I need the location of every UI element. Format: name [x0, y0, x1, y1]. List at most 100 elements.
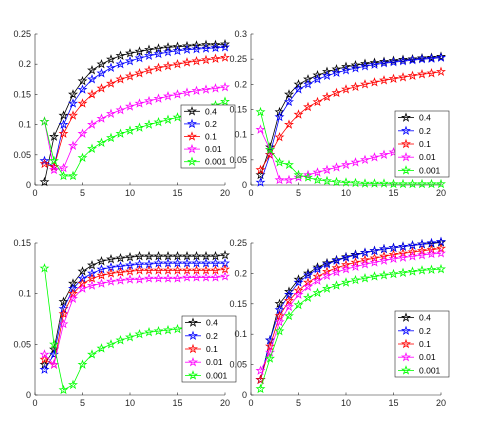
data-point [303, 172, 313, 182]
data-point [322, 66, 332, 76]
x-tick-label: 10 [341, 188, 351, 198]
data-point [153, 265, 164, 275]
legend-label: 0.001 [205, 157, 227, 167]
data-point [153, 325, 164, 336]
data-point [426, 178, 437, 189]
data-point [49, 131, 59, 141]
legend-marker [401, 151, 411, 162]
x-tick-label: 10 [125, 188, 135, 198]
data-point [398, 72, 408, 82]
data-point [312, 271, 323, 281]
data-point [144, 50, 154, 60]
data-point [210, 42, 221, 53]
data-point [417, 178, 427, 189]
data-point [369, 252, 380, 263]
legend-marker [401, 338, 411, 349]
data-point [172, 45, 183, 56]
data-point [255, 124, 266, 134]
data-point [379, 75, 389, 85]
data-point [341, 159, 351, 170]
data-point [96, 270, 107, 280]
data-point [106, 132, 116, 143]
data-point [210, 265, 221, 275]
data-point [191, 43, 202, 54]
data-point [163, 324, 173, 335]
data-point [201, 39, 211, 50]
data-point [182, 258, 192, 268]
data-point [49, 359, 59, 369]
data-point [388, 73, 399, 84]
series-0.01 [255, 248, 446, 375]
data-point [77, 98, 88, 108]
data-point [331, 67, 342, 77]
data-point [115, 267, 126, 277]
data-point [96, 343, 107, 353]
data-point [274, 111, 285, 122]
data-point [284, 89, 294, 99]
data-point [96, 113, 107, 123]
data-point [388, 253, 399, 264]
data-point [134, 328, 145, 339]
x-tick-label: 10 [125, 398, 135, 408]
legend-marker [401, 138, 411, 149]
data-point [436, 263, 446, 274]
data-point [220, 264, 230, 274]
data-point [265, 144, 275, 154]
data-point [77, 75, 88, 86]
legend-label: 0.1 [419, 139, 431, 149]
data-point [68, 89, 78, 99]
data-point [172, 258, 183, 268]
data-point [210, 53, 221, 63]
data-point [77, 266, 88, 276]
legend-label: 0.1 [205, 132, 217, 142]
y-tick-label: 0.15 [13, 238, 31, 248]
data-point [293, 169, 304, 180]
data-point [58, 308, 69, 319]
data-point [220, 81, 230, 92]
data-point [331, 254, 342, 265]
data-point [210, 39, 221, 50]
data-point [341, 263, 351, 274]
data-point [293, 172, 304, 182]
data-point [312, 74, 323, 84]
data-point [39, 155, 50, 166]
x-tick-label: 0 [32, 398, 37, 408]
data-point [398, 267, 408, 278]
data-point [255, 177, 266, 187]
data-point [360, 259, 370, 269]
data-point [274, 316, 285, 327]
data-point [210, 272, 221, 282]
data-point [153, 116, 164, 127]
data-point [407, 70, 418, 80]
data-point [331, 262, 342, 273]
data-point [220, 39, 230, 49]
data-point [436, 52, 446, 62]
data-point [125, 332, 135, 342]
data-point [388, 178, 399, 189]
legend-marker [188, 317, 198, 327]
legend-label: 0.4 [205, 106, 217, 116]
data-point [182, 272, 192, 282]
data-point [87, 273, 97, 283]
data-point [417, 245, 427, 256]
data-point [87, 260, 97, 270]
data-point [379, 255, 389, 265]
data-point [255, 383, 266, 394]
x-tick-label: 5 [296, 188, 301, 198]
legend: 0.4 0.2 0.1 0.01 0.001 [394, 110, 450, 178]
data-point [210, 83, 221, 93]
data-point [360, 79, 370, 89]
data-point [341, 61, 351, 71]
chart-panel-1: 0 5 10 15 20 0 0.05 0.1 0.15 0.2 0.25 0.4 0.2 0.1 0.01… [13, 29, 236, 198]
data-point [379, 178, 389, 188]
legend-marker [401, 351, 411, 362]
data-point [96, 58, 107, 69]
data-point [134, 98, 145, 108]
data-point [68, 98, 78, 108]
data-point [369, 271, 380, 281]
data-point [144, 265, 154, 275]
data-point [303, 169, 313, 180]
data-point [68, 110, 78, 120]
x-tick-label: 0 [248, 188, 253, 198]
data-point [341, 252, 351, 262]
